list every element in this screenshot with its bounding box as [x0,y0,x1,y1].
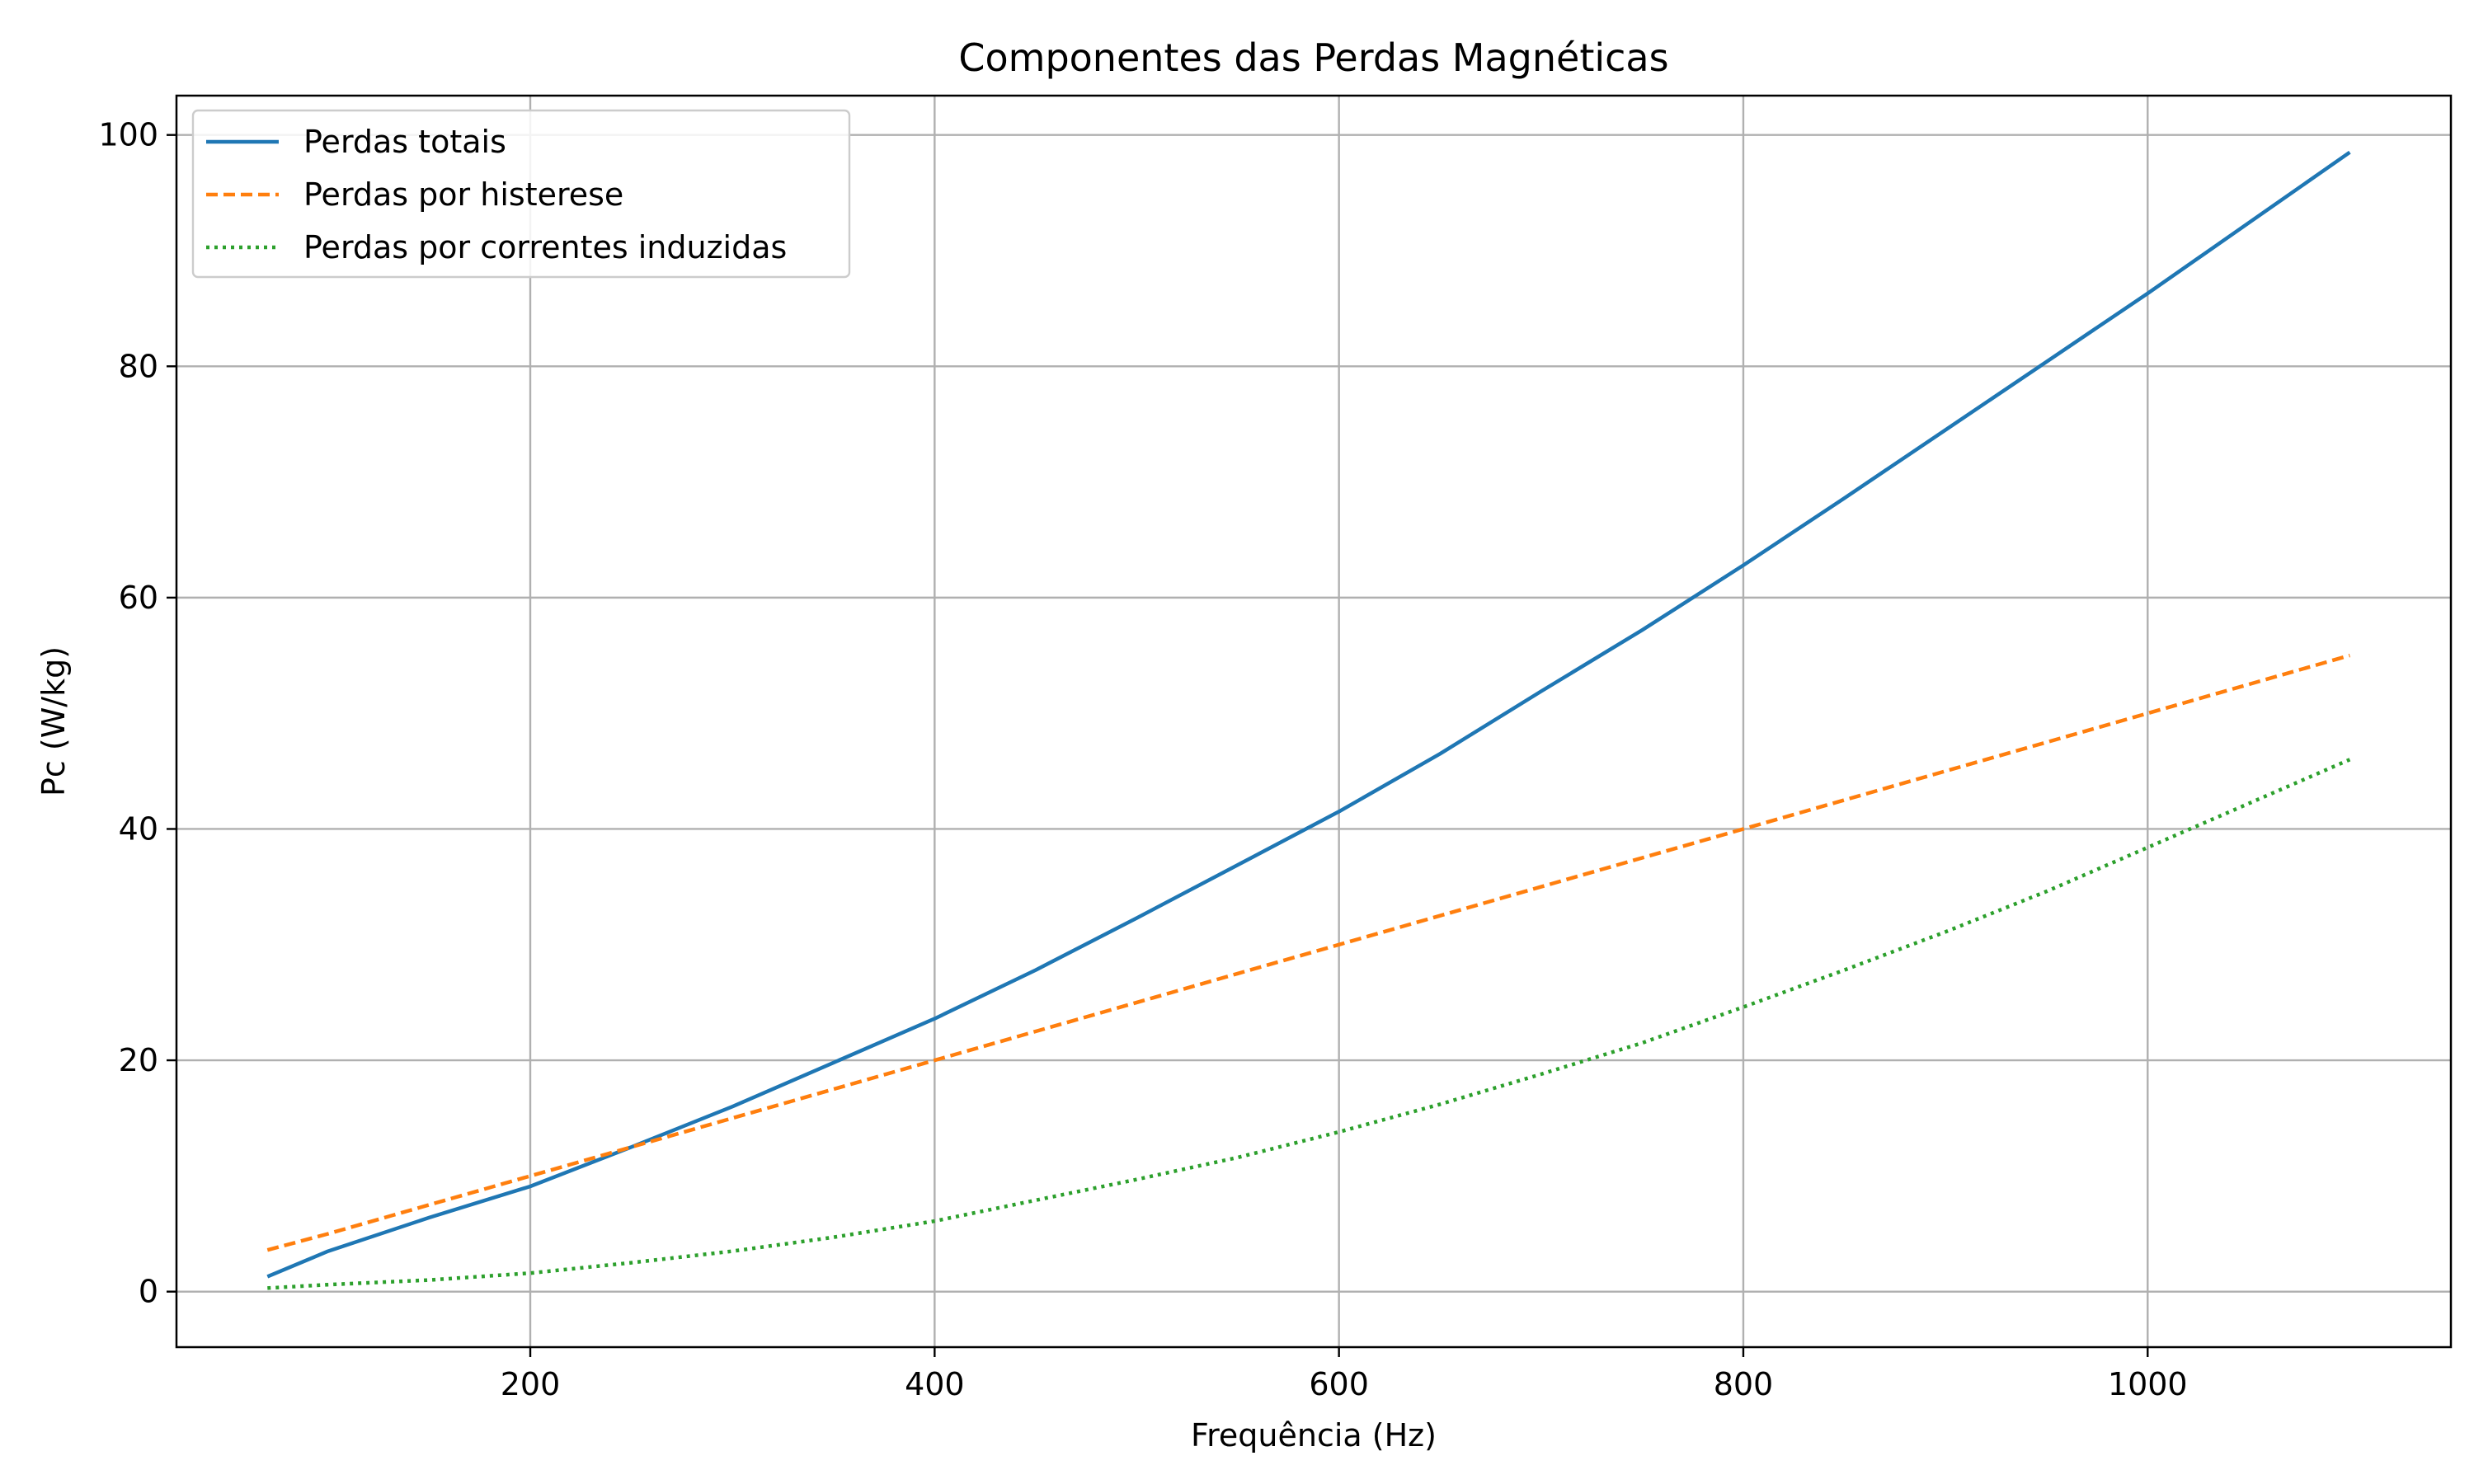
y-tick-label: 100 [98,117,158,153]
x-tick-label: 1000 [2108,1366,2188,1402]
x-axis-label: Frequência (Hz) [1191,1417,1437,1453]
y-tick-label: 20 [119,1042,158,1078]
series-line-2 [266,653,2351,1252]
y-axis-label: Pc (W/kg) [35,646,72,796]
grid [176,96,2451,1347]
legend-label-3: Perdas por correntes induzidas [303,229,787,265]
x-tick-label: 200 [501,1366,561,1402]
y-tick-label: 60 [119,580,158,616]
series-line-1 [266,150,2351,1279]
series-layer [266,150,2351,1290]
y-tick-label: 80 [119,348,158,384]
plot-frame [175,94,2453,1349]
y-axis-ticks: 0 20 40 60 80 100 [98,117,176,1310]
series-line-3 [267,758,2351,1290]
x-tick-label: 800 [1714,1366,1774,1402]
x-tick-label: 400 [905,1366,965,1402]
legend-label-1: Perdas totais [303,124,506,160]
legend: Perdas totais Perdas por histerese Perdas … [191,109,851,279]
legend-label-2: Perdas por histerese [303,176,623,213]
chart-title: Componentes das Perdas Magnéticas [958,35,1668,80]
x-axis-ticks: 200 400 600 800 1000 [501,1347,2188,1402]
legend-frame [191,109,851,279]
x-tick-label: 600 [1309,1366,1369,1402]
y-tick-label: 40 [119,810,158,847]
y-tick-label: 0 [139,1274,158,1310]
